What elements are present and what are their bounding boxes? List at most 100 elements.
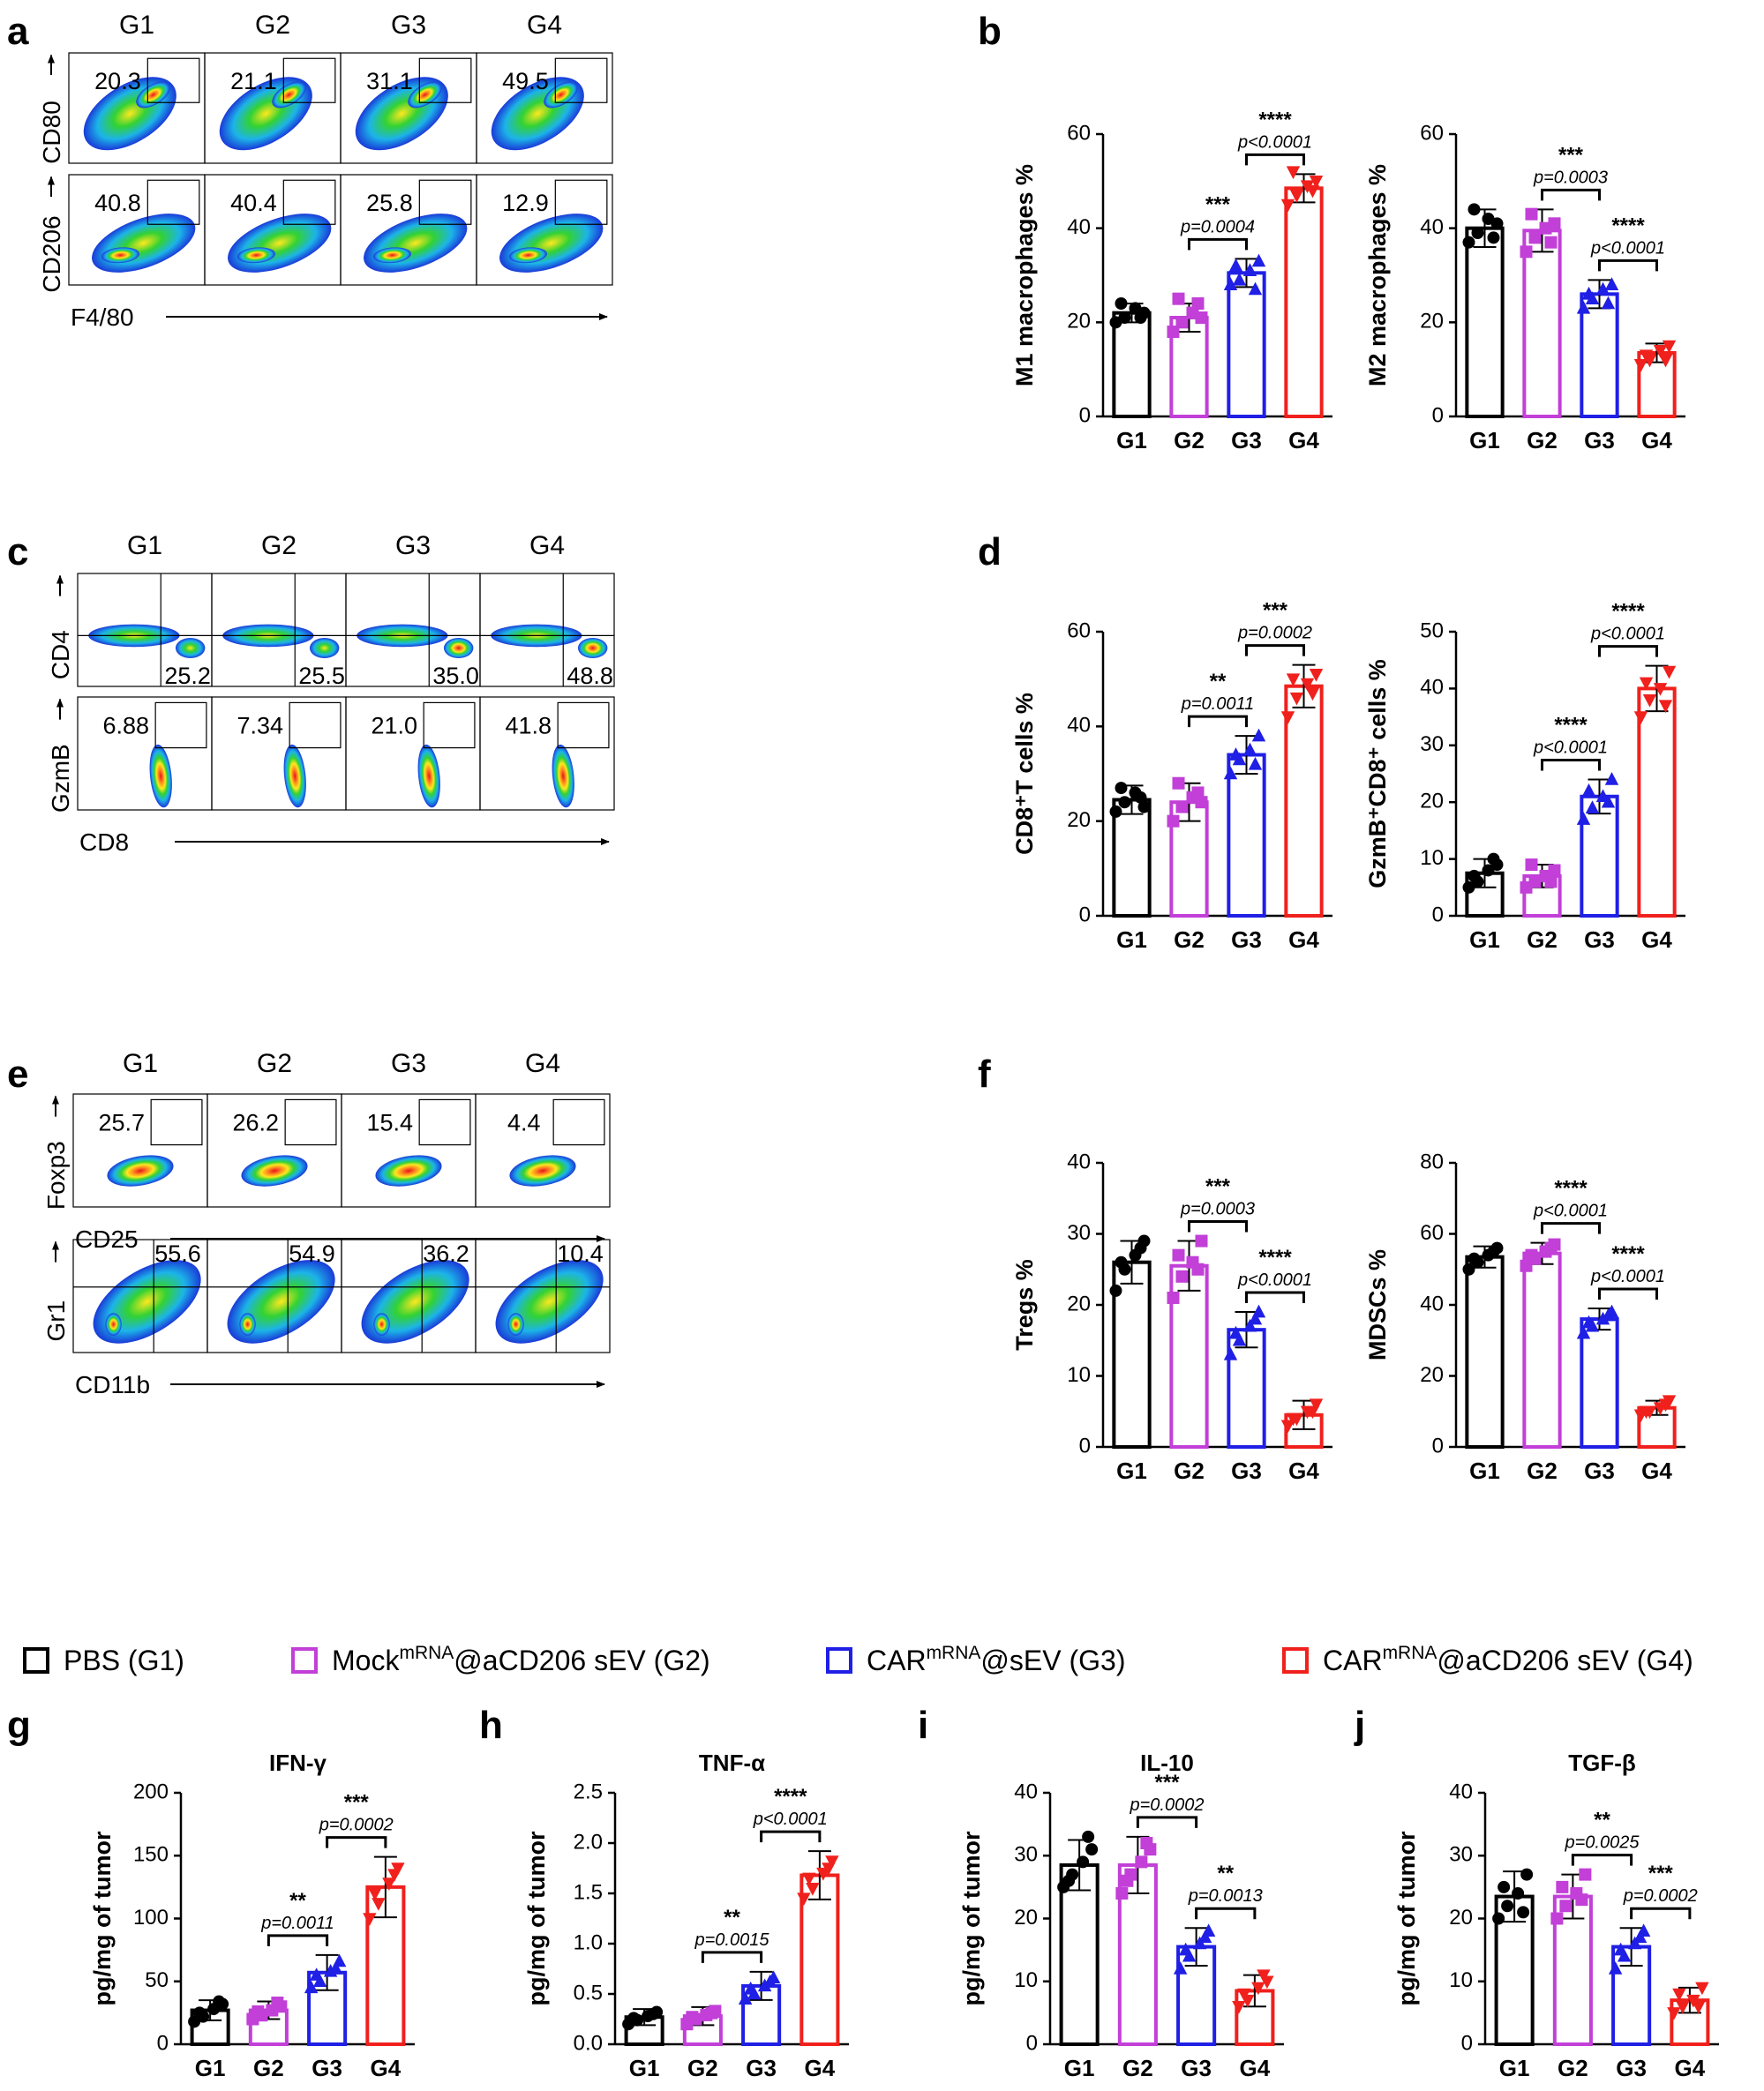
data-point xyxy=(213,1995,226,2008)
y-tick-label: 10 xyxy=(1014,1968,1038,1992)
data-point xyxy=(1658,700,1673,714)
x-tick-label: G3 xyxy=(1584,427,1615,453)
data-point xyxy=(1280,1420,1295,1434)
data-point xyxy=(1559,1900,1573,1913)
y-tick-label: 20 xyxy=(1067,1292,1091,1315)
x-tick-label: G1 xyxy=(1116,427,1147,453)
data-point xyxy=(1525,1248,1538,1262)
data-point xyxy=(1289,190,1304,203)
data-point xyxy=(1118,796,1131,809)
data-point xyxy=(1604,772,1619,785)
significance-bracket xyxy=(1598,645,1658,657)
data-point xyxy=(1658,1398,1673,1413)
data-point xyxy=(1576,1325,1591,1339)
gate-rectangle xyxy=(284,1098,337,1146)
significance-bracket xyxy=(1541,1222,1601,1234)
x-tick-label: G1 xyxy=(195,2055,226,2081)
data-point xyxy=(304,1980,319,1994)
flow-density-blob xyxy=(408,81,442,109)
gate-percentage: 40.8 xyxy=(94,190,141,216)
gate-percentage: 25.2 xyxy=(164,663,211,689)
data-point xyxy=(1228,747,1243,761)
y-tick-label: 40 xyxy=(1420,215,1444,239)
bar xyxy=(1522,1251,1562,1449)
data-point xyxy=(1305,184,1320,199)
data-point xyxy=(1633,711,1648,724)
data-point xyxy=(1676,2000,1690,2014)
p-value-label: p=0.0002 xyxy=(1130,1795,1205,1815)
data-point xyxy=(372,1898,386,1911)
significance-stars: ** xyxy=(1210,670,1227,693)
data-point xyxy=(1692,2000,1706,2014)
data-point xyxy=(1175,800,1189,813)
significance-stars: **** xyxy=(774,1785,807,1809)
data-point xyxy=(1134,791,1147,804)
data-point xyxy=(1501,1900,1514,1913)
y-tick-label: 10 xyxy=(1067,1363,1091,1387)
flow-plot-frame xyxy=(476,174,613,286)
y-tick-label: 0 xyxy=(1432,403,1444,427)
gate-rectangle xyxy=(418,57,472,103)
y-tick-label: 2.5 xyxy=(574,1780,603,1803)
data-point xyxy=(1575,1893,1588,1907)
data-point xyxy=(647,2007,660,2020)
data-point xyxy=(1601,1308,1616,1322)
gate-percentage: 49.5 xyxy=(502,68,549,94)
x-tick-label: G2 xyxy=(1174,1458,1205,1484)
significance-bracket xyxy=(1245,153,1305,166)
data-point xyxy=(1223,277,1238,290)
panel-label-h: h xyxy=(479,1704,503,1747)
data-point xyxy=(1309,669,1324,682)
x-tick-label: G3 xyxy=(1616,2055,1647,2081)
data-point xyxy=(1085,1843,1099,1856)
significance-stars: *** xyxy=(344,1791,370,1815)
gate-percentage: 54.9 xyxy=(289,1240,335,1267)
p-value-label: p<0.0001 xyxy=(1590,625,1665,644)
p-value-label: p=0.0025 xyxy=(1565,1833,1640,1853)
data-point xyxy=(1492,1912,1505,1925)
legend-swatch xyxy=(291,1647,318,1674)
y-tick-label: 20 xyxy=(1067,808,1091,832)
data-point xyxy=(1257,1969,1271,1983)
data-point xyxy=(1462,1263,1475,1276)
data-point xyxy=(1639,1405,1654,1420)
x-tick-label: G2 xyxy=(687,2055,718,2081)
x-tick-label: G1 xyxy=(1469,427,1500,453)
flow-plot-frame xyxy=(475,1239,611,1353)
y-tick-label: 40 xyxy=(1067,215,1091,239)
legend-superscript: mRNA xyxy=(399,1643,454,1663)
y-tick-label: 20 xyxy=(1420,790,1444,813)
significance-stars: ** xyxy=(1594,1809,1610,1832)
data-point xyxy=(1191,786,1205,799)
y-axis-label: pg/mg of tumor xyxy=(523,1831,550,2005)
data-point xyxy=(1232,1332,1247,1346)
y-tick-label: 100 xyxy=(133,1906,169,1930)
x-tick-label: G4 xyxy=(1288,926,1319,953)
data-point xyxy=(1608,1961,1623,1975)
data-point xyxy=(762,1974,777,1988)
data-point xyxy=(705,2006,718,2020)
y-tick-label: 40 xyxy=(1014,1780,1038,1803)
bar-chart-b2: 0 20 40 60 M2 macrophages % G1 G2 G3 G4 ***p=0.00… xyxy=(1364,121,1685,453)
data-point xyxy=(1309,176,1324,189)
bar xyxy=(1465,1255,1505,1449)
legend-swatch xyxy=(826,1647,852,1674)
x-tick-label: G1 xyxy=(629,2055,660,2081)
p-value-label: p<0.0001 xyxy=(1590,1267,1665,1286)
legend-text-rest: @aCD206 sEV (G2) xyxy=(454,1645,709,1676)
data-point xyxy=(1487,231,1500,244)
data-point xyxy=(251,2005,265,2018)
p-value-label: p=0.0004 xyxy=(1180,217,1255,236)
y-tick-label: 50 xyxy=(1420,618,1444,642)
flow-density-blob xyxy=(175,637,206,658)
legend-text: CAR xyxy=(867,1645,927,1676)
data-point xyxy=(1633,359,1648,372)
y-axis-label: MDSCs % xyxy=(1364,1249,1391,1360)
panel-label-g: g xyxy=(7,1704,31,1747)
significance-bracket xyxy=(1195,1907,1257,1920)
significance-stars: **** xyxy=(1554,1177,1588,1201)
x-tick-label: G4 xyxy=(371,2055,402,2081)
data-point xyxy=(1467,1252,1481,1265)
